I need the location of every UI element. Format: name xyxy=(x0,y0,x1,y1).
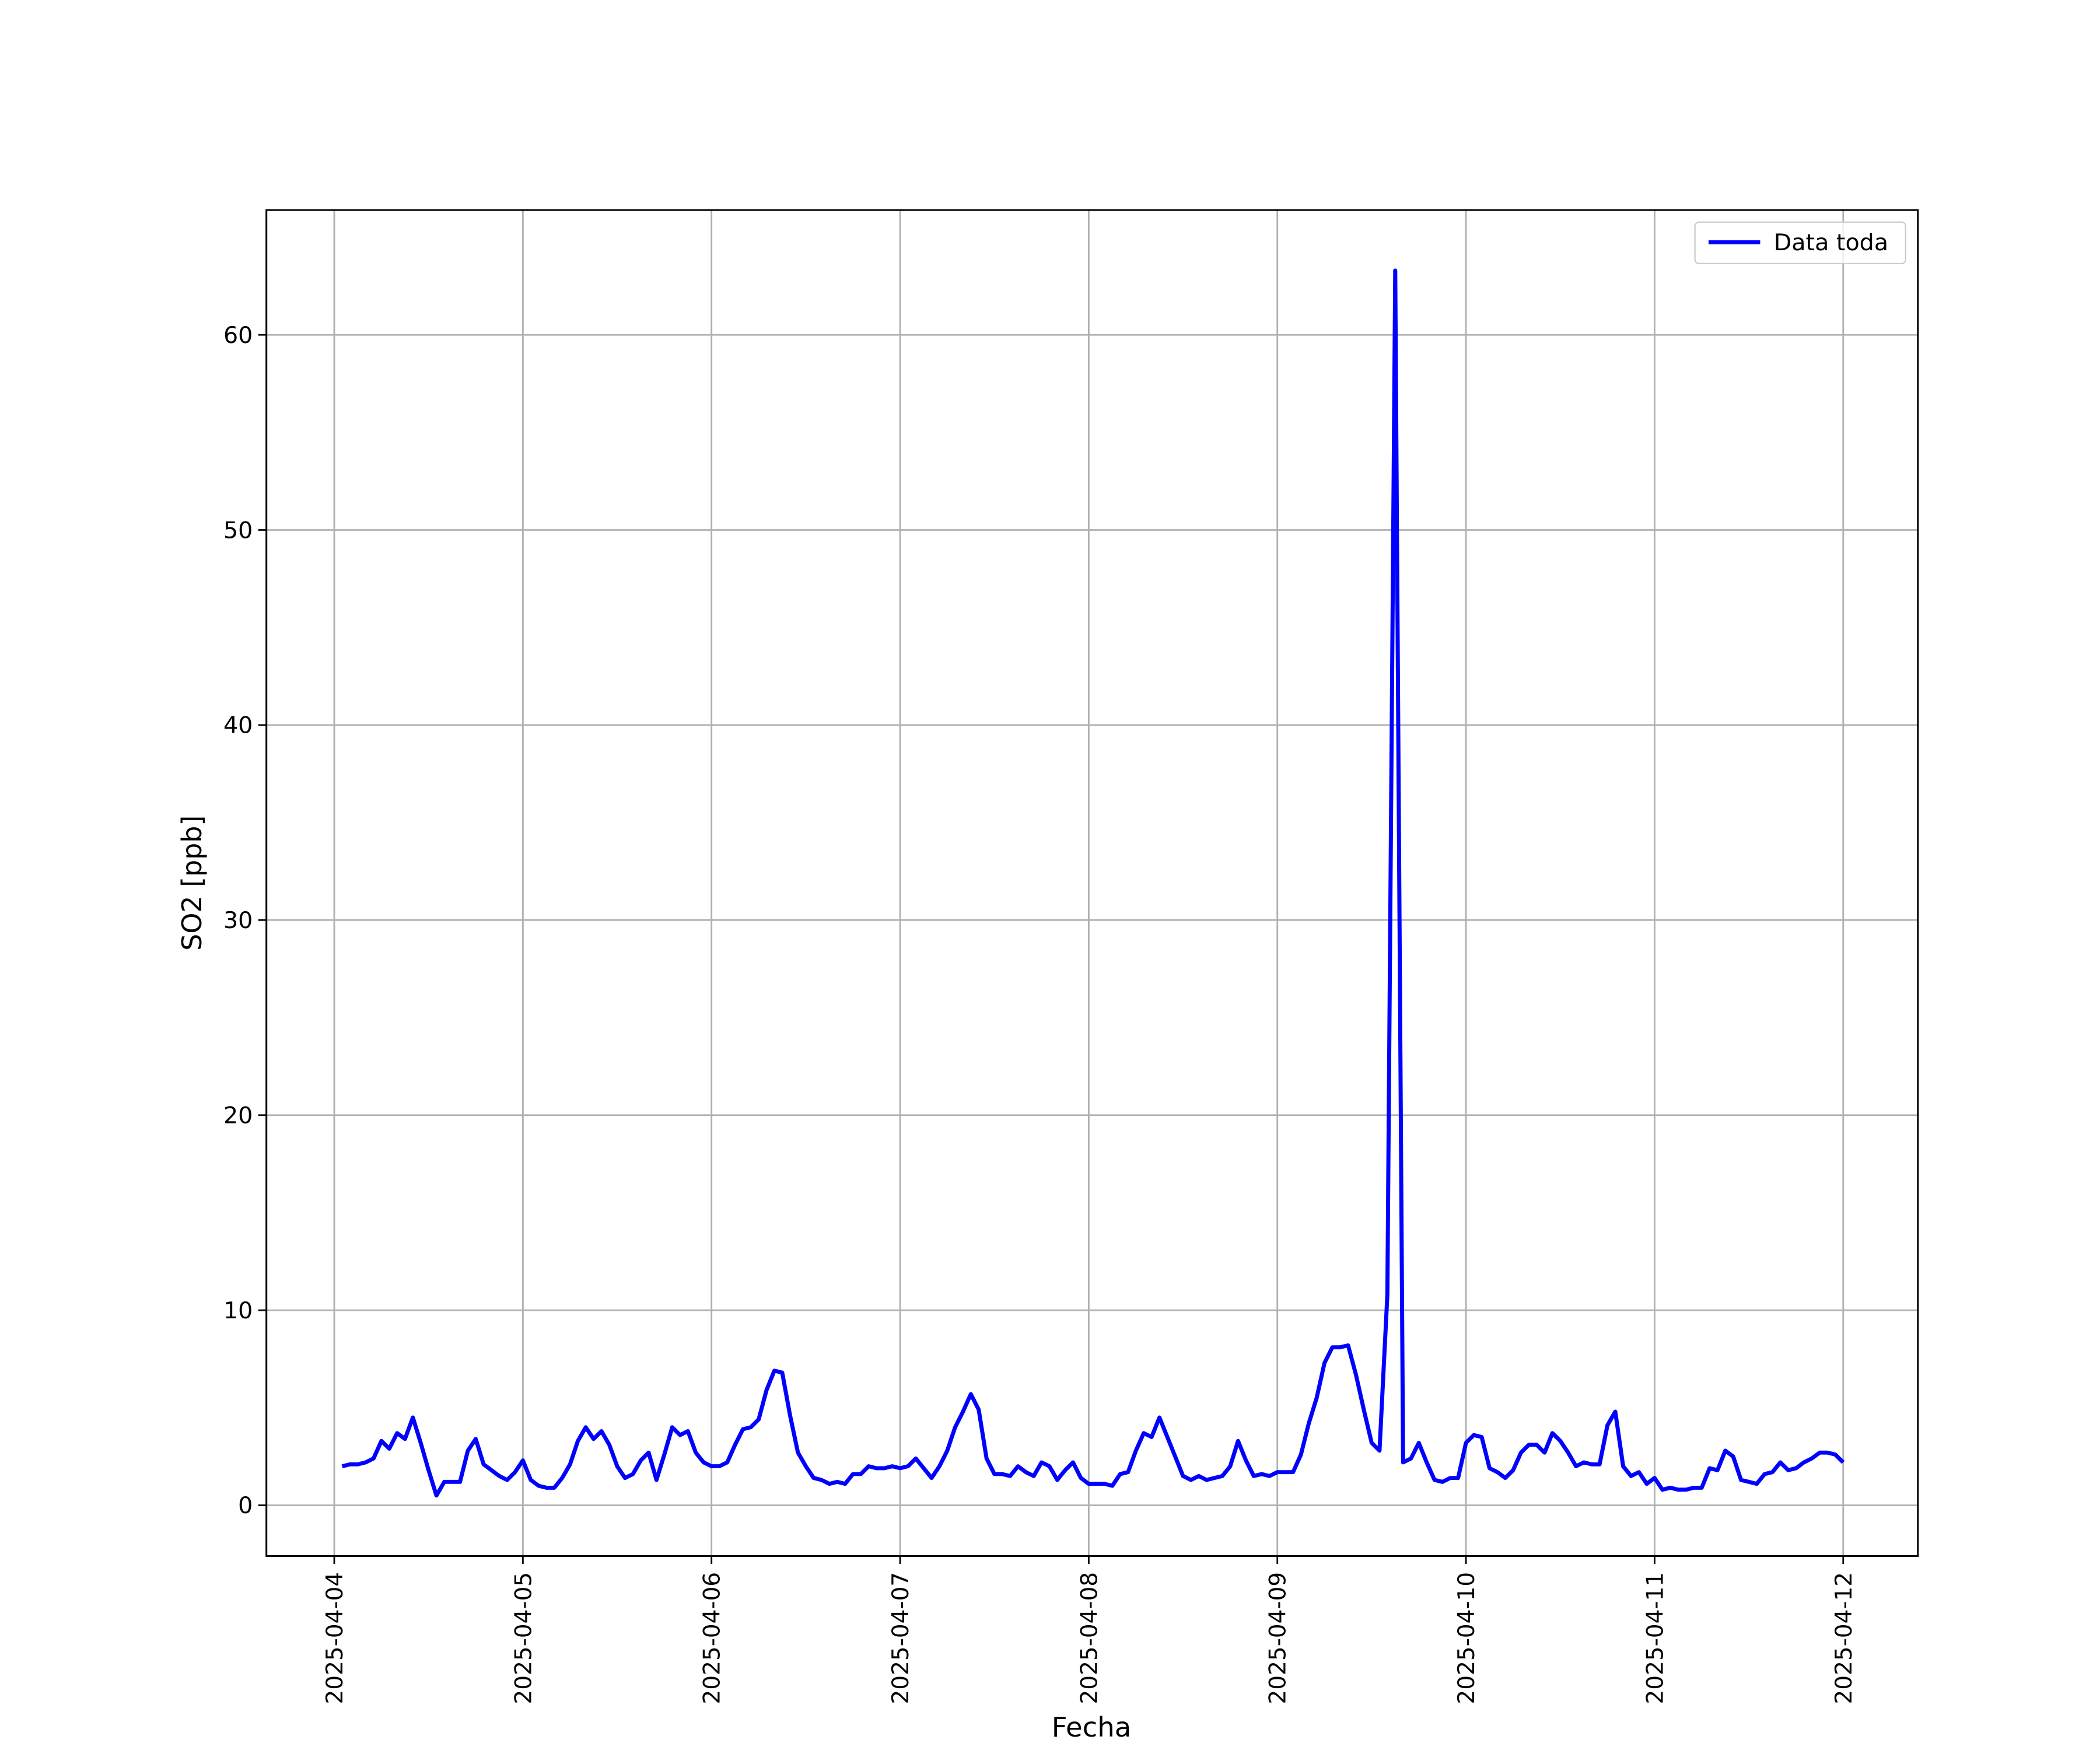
x-tick-label: 2025-04-09 xyxy=(1265,1572,1291,1704)
x-tick-label: 2025-04-10 xyxy=(1454,1572,1480,1704)
legend: Data toda xyxy=(1694,221,1906,264)
y-tick-label: 40 xyxy=(223,713,253,739)
plot-area xyxy=(341,268,1845,1498)
y-tick-label: 0 xyxy=(238,1493,253,1520)
x-tick-label: 2025-04-06 xyxy=(699,1572,725,1704)
x-tick-label: 2025-04-11 xyxy=(1642,1572,1668,1704)
y-tick-label: 60 xyxy=(223,323,253,349)
y-axis-label: SO2 [ppb] xyxy=(176,816,208,951)
x-tick-label: 2025-04-12 xyxy=(1831,1572,1857,1704)
y-tick-label: 10 xyxy=(223,1298,253,1324)
legend-label: Data toda xyxy=(1774,230,1888,256)
y-tick-label: 30 xyxy=(223,908,253,934)
axes-frame xyxy=(265,209,1919,1557)
y-tick-label: 20 xyxy=(223,1103,253,1129)
x-tick-label: 2025-04-07 xyxy=(888,1572,914,1704)
x-tick-label: 2025-04-08 xyxy=(1076,1572,1102,1704)
ticks: 0 10 20 30 40 50 60 2025-04-04 2025-04-05 2025-04… xyxy=(223,323,1857,1704)
legend-box xyxy=(1694,221,1906,264)
x-tick-label: 2025-04-05 xyxy=(510,1572,537,1704)
data-line xyxy=(341,268,1845,1498)
grid xyxy=(266,210,1918,1556)
y-tick-label: 50 xyxy=(223,518,253,544)
x-tick-label: 2025-04-04 xyxy=(322,1572,348,1704)
x-axis-label: Fecha xyxy=(1052,1712,1132,1743)
